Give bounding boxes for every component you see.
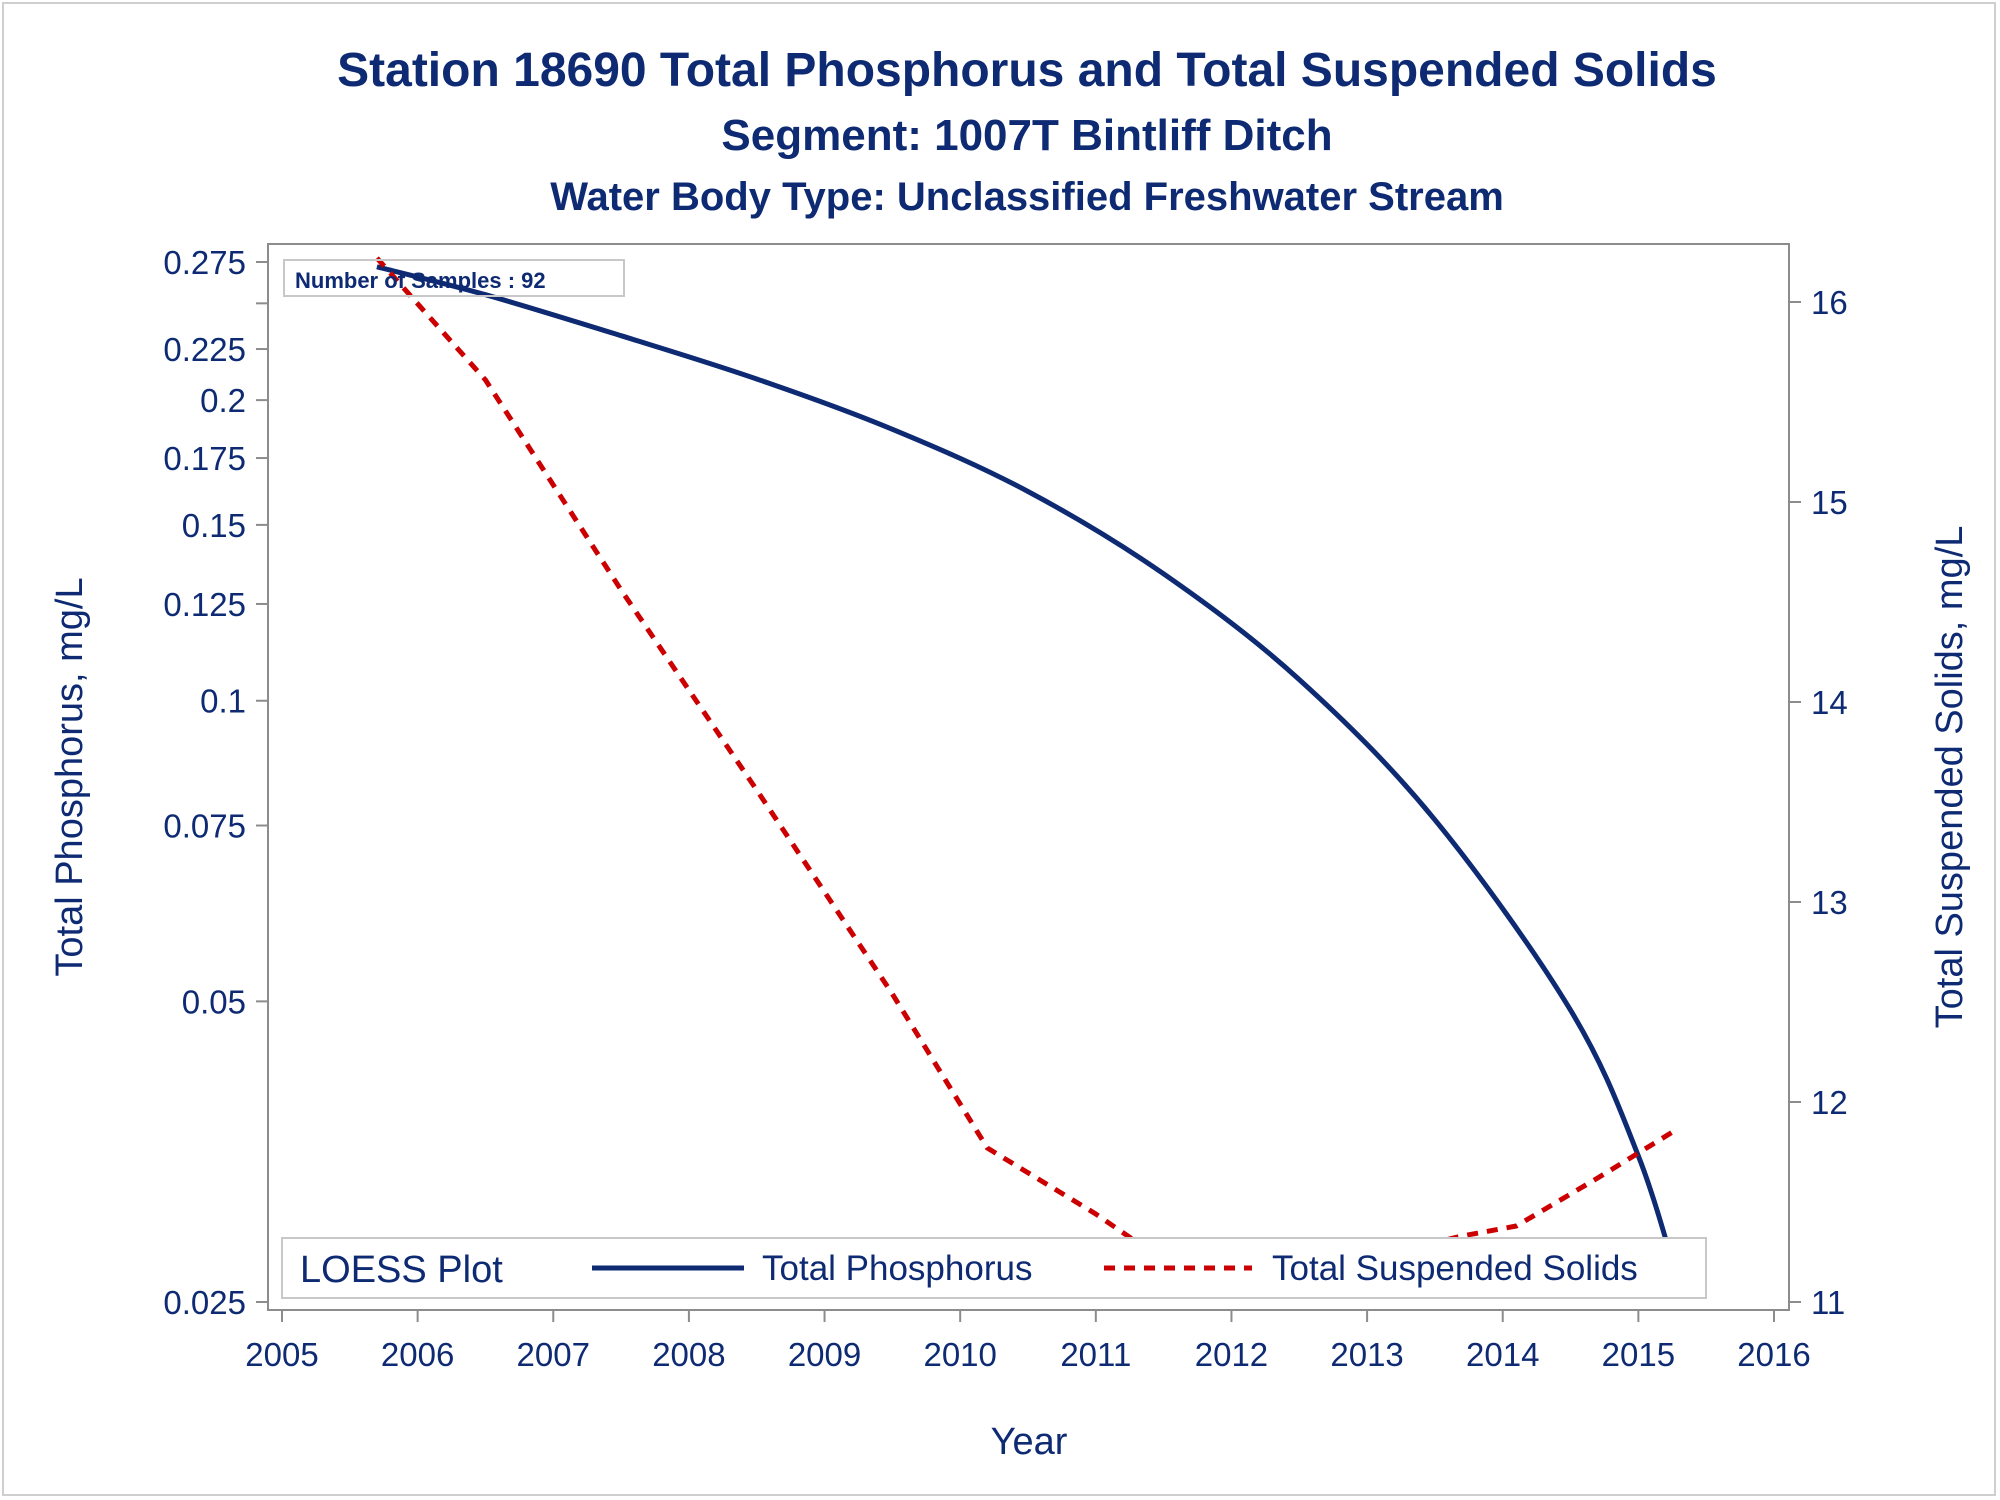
x-tick-label: 2009 — [788, 1336, 861, 1373]
y-tick-label: 0.175 — [163, 440, 246, 477]
y-tick-label: 0.2 — [200, 382, 246, 419]
x-tick-label: 2013 — [1330, 1336, 1403, 1373]
x-tick-label: 2012 — [1195, 1336, 1268, 1373]
plot-area — [267, 243, 1790, 1311]
legend: LOESS Plot Total Phosphorus Total Suspen… — [281, 1237, 1707, 1299]
inset-label: Number of Samples : 92 — [295, 268, 546, 293]
x-tick-label: 2008 — [652, 1336, 725, 1373]
x-tick-label: 2010 — [923, 1336, 996, 1373]
y-axis-left: 0.025 0.05 0.075 0.1 0.125 0.15 0.175 0.2 0.225 0… — [163, 244, 268, 1321]
chart-subtitle-waterbody: Water Body Type: Unclassified Freshwater… — [550, 175, 1504, 219]
x-tick-label: 2016 — [1737, 1336, 1810, 1373]
y-tick-label: 0.15 — [182, 507, 246, 544]
x-axis-label: Year — [991, 1421, 1068, 1463]
y-axis-label: Total Phosphorus, mg/L — [49, 577, 91, 976]
y2-tick-label: 15 — [1811, 484, 1848, 521]
y-tick-label: 0.05 — [182, 983, 246, 1020]
x-tick-label: 2007 — [517, 1336, 590, 1373]
series-line-total-phosphorus — [376, 264, 1682, 1286]
y-tick-label: 0.125 — [163, 586, 246, 623]
x-tick-label: 2006 — [381, 1336, 454, 1373]
chart-title: Station 18690 Total Phosphorus and Total… — [337, 44, 1717, 97]
series-line-total-suspended-solids — [375, 256, 1681, 1273]
legend-title: LOESS Plot — [300, 1249, 503, 1291]
y-tick-label: 0.275 — [163, 244, 246, 281]
chart-subtitle-segment: Segment: 1007T Bintliff Ditch — [721, 111, 1332, 160]
y-tick-label: 0.225 — [163, 331, 246, 368]
y2-tick-label: 16 — [1811, 284, 1848, 321]
x-tick-label: 2005 — [245, 1336, 318, 1373]
x-axis: 2005 2006 2007 2008 2009 2010 2011 2012 2013 2014… — [245, 1310, 1811, 1373]
y2-tick-label: 11 — [1811, 1284, 1845, 1321]
y-tick-label: 0.075 — [163, 808, 246, 845]
x-tick-label: 2014 — [1466, 1336, 1539, 1373]
y-tick-label: 0.1 — [200, 683, 246, 720]
legend-item-tss: Total Suspended Solids — [1272, 1249, 1638, 1288]
y2-tick-label: 13 — [1811, 884, 1848, 921]
y-axis-right: 11 12 13 14 15 16 — [1789, 284, 1848, 1321]
legend-item-tp: Total Phosphorus — [762, 1249, 1032, 1288]
inset-box — [283, 259, 625, 297]
sample-count-inset: Number of Samples : 92 — [283, 259, 625, 297]
y2-tick-label: 12 — [1811, 1084, 1848, 1121]
series-layer — [375, 256, 1682, 1286]
y-tick-label: 0.025 — [163, 1284, 246, 1321]
y2-axis-label: Total Suspended Solids, mg/L — [1929, 526, 1971, 1029]
x-tick-label: 2011 — [1060, 1336, 1131, 1373]
chart-svg: Station 18690 Total Phosphorus and Total… — [49, 44, 1971, 1463]
x-tick-label: 2015 — [1602, 1336, 1675, 1373]
y2-tick-label: 14 — [1811, 684, 1848, 721]
legend-box — [281, 1237, 1707, 1299]
